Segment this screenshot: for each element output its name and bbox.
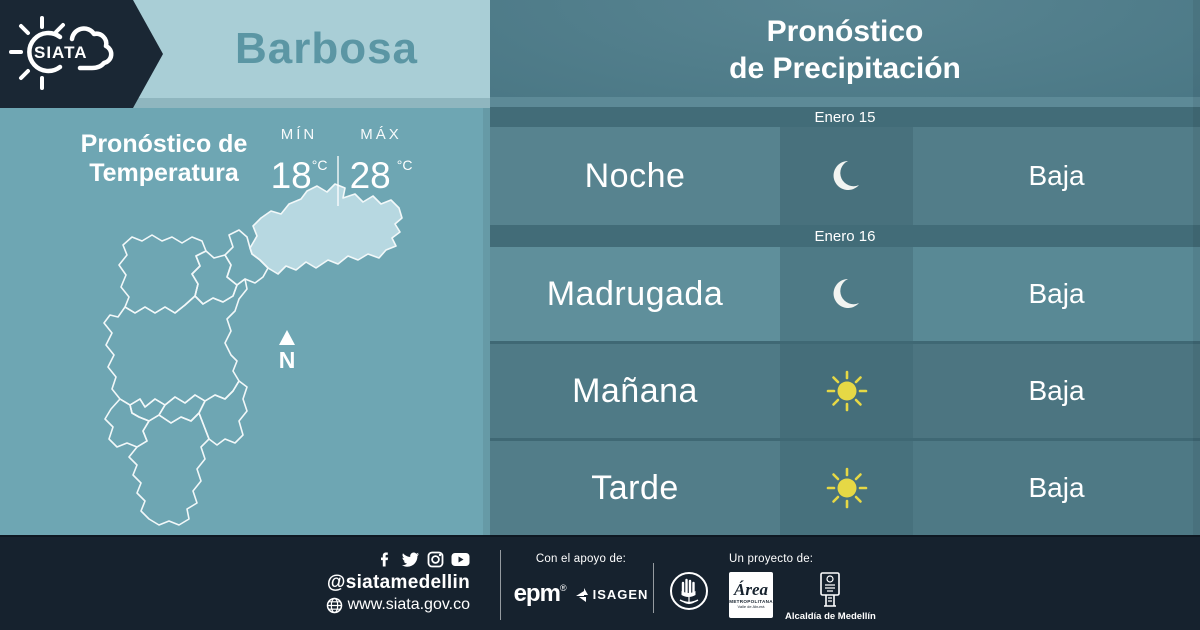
sun-arc-icon xyxy=(27,30,63,74)
max-temperature: MÁX 28 °C xyxy=(344,126,418,198)
siata-logo: SIATA xyxy=(9,16,114,90)
page-title: Barbosa xyxy=(234,24,419,73)
sun-icon xyxy=(826,467,867,509)
footer-divider xyxy=(653,563,654,613)
moon-icon xyxy=(833,161,859,190)
period-label: Madrugada xyxy=(490,247,780,341)
sun-icon xyxy=(826,370,867,412)
header-divider-strip-left xyxy=(0,98,490,108)
svg-text:N: N xyxy=(279,347,296,373)
footer-divider xyxy=(500,550,501,620)
alcaldia-shield-icon xyxy=(820,572,841,607)
max-label: MÁX xyxy=(360,126,402,143)
project-label: Un proyecto de: xyxy=(729,553,814,565)
siata-banner: SIATA xyxy=(0,0,163,108)
precipitation-header: Pronóstico de Precipitación xyxy=(490,0,1200,97)
project-block: Un proyecto de: Área METROPOLITANA Valle… xyxy=(729,553,929,622)
temperature-title: Pronóstico de Temperatura xyxy=(80,130,248,187)
municipality-envigado xyxy=(198,380,248,446)
min-value: 18°C xyxy=(270,155,328,196)
header-divider-strip-right xyxy=(490,97,1200,107)
precipitation-level: Baja xyxy=(913,441,1200,535)
twitter-icon[interactable] xyxy=(401,551,420,568)
cloud-icon xyxy=(69,26,114,71)
footer: @siatamedellin www.siata.gov.co Con el a… xyxy=(0,535,1200,630)
globe-icon xyxy=(326,597,342,613)
forecast-row-madrugada: Madrugada Baja xyxy=(490,247,1200,341)
period-label: Noche xyxy=(490,127,780,225)
max-value: 28 °C xyxy=(349,155,413,196)
municipality-medellin xyxy=(103,278,248,408)
min-max-divider xyxy=(337,156,339,206)
forecast-row-noche: Noche Baja xyxy=(490,127,1200,225)
precipitation-level: Baja xyxy=(913,127,1200,225)
temperature-panel: N Pronóstico de Temperatura MÍN 18°C MÁX… xyxy=(0,108,490,535)
municipality-copacabana xyxy=(191,250,238,305)
social-handle[interactable]: @siatamedellin xyxy=(326,572,470,593)
precipitation-level: Baja xyxy=(913,247,1200,341)
municipality-barbosa-highlighted xyxy=(249,183,403,275)
siata-logo-text: SIATA xyxy=(34,43,87,62)
epm-logo: epm® xyxy=(513,580,567,607)
hand-seal-icon xyxy=(670,572,708,610)
min-label: MÍN xyxy=(280,126,318,143)
date-header-enero-15: Enero 15 xyxy=(490,107,1200,127)
website-link[interactable]: www.siata.gov.co xyxy=(347,596,470,613)
alcaldia-medellin-logo: Alcaldía de Medellín xyxy=(785,572,876,622)
weather-icon-cell xyxy=(780,441,913,535)
social-icons xyxy=(230,551,470,569)
aburra-valley-map: N xyxy=(103,183,403,526)
isagen-pinwheel-icon xyxy=(575,587,588,602)
municipality-bello xyxy=(118,234,207,314)
forecast-row-manana: Mañana Baja xyxy=(490,344,1200,438)
supporters-block: Con el apoyo de: epm® ISAGEN xyxy=(513,553,649,607)
moon-icon xyxy=(833,279,859,308)
min-temperature: MÍN 18°C xyxy=(266,126,332,198)
support-label: Con el apoyo de: xyxy=(535,553,627,565)
area-metropolitana-logo: Área METROPOLITANA Valle de Aburrá xyxy=(729,572,773,618)
municipality-la-estrella xyxy=(104,398,150,448)
precipitation-level: Baja xyxy=(913,344,1200,438)
north-arrow-icon: N xyxy=(279,330,296,373)
weather-icon-cell xyxy=(780,127,913,225)
weather-icon-cell xyxy=(780,247,913,341)
youtube-icon[interactable] xyxy=(451,551,470,568)
date-header-enero-16: Enero 16 xyxy=(490,225,1200,247)
forecast-row-tarde: Tarde Baja xyxy=(490,441,1200,535)
isagen-logo: ISAGEN xyxy=(575,587,649,603)
min-unit: °C xyxy=(311,157,328,173)
period-label: Tarde xyxy=(490,441,780,535)
facebook-icon[interactable] xyxy=(377,551,394,568)
siata-contact-block: @siatamedellin www.siata.gov.co xyxy=(230,551,470,614)
instagram-icon[interactable] xyxy=(427,551,444,568)
right-edge-shade xyxy=(1193,0,1200,535)
max-unit: °C xyxy=(396,157,413,173)
municipality-itagui xyxy=(129,398,166,422)
weather-icon-cell xyxy=(780,344,913,438)
municipality-caldas xyxy=(128,412,210,526)
period-label: Mañana xyxy=(490,344,780,438)
panel-seam xyxy=(483,108,490,535)
temperature-forecast: Pronóstico de Temperatura MÍN 18°C MÁX 2… xyxy=(0,126,490,206)
